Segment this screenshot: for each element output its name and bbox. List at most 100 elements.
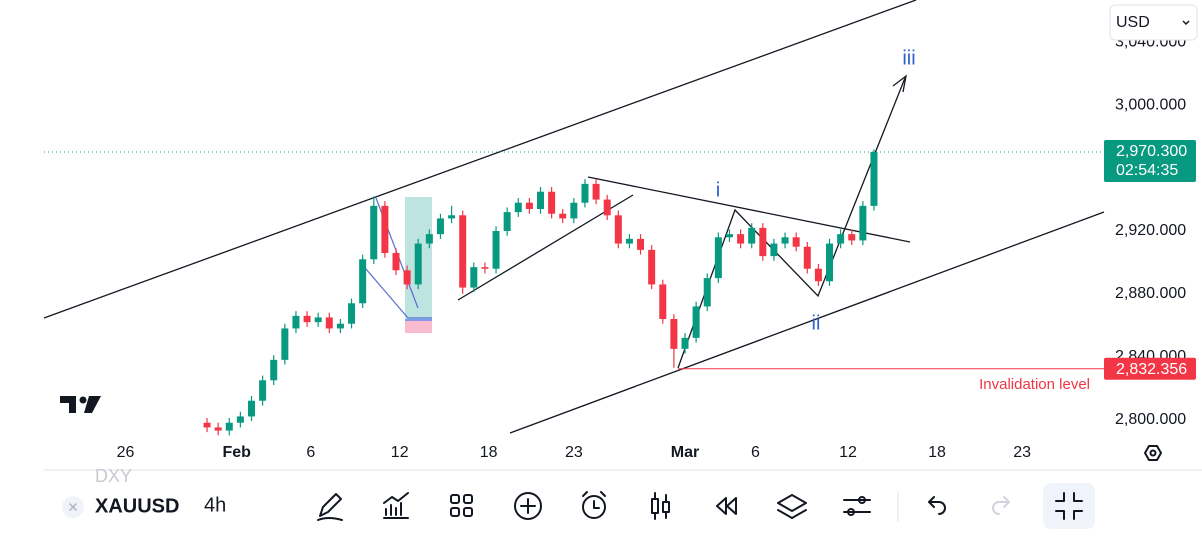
currency-chevron	[1182, 20, 1190, 26]
candle-body	[870, 151, 878, 206]
candle-body	[448, 215, 456, 219]
candle-body	[603, 199, 611, 216]
candle-body	[314, 317, 322, 323]
candle-body	[714, 237, 722, 279]
fullscreen-button[interactable]	[1043, 483, 1095, 529]
logo	[60, 396, 101, 413]
add-icon[interactable]	[514, 492, 542, 520]
candle-body	[625, 238, 633, 244]
settings-icon-center	[1149, 449, 1157, 457]
candle-body	[548, 191, 556, 214]
x-tick-label: 23	[565, 444, 583, 461]
invalidation-label-bg	[1104, 357, 1196, 380]
candle-body	[781, 237, 789, 244]
candle-body	[848, 234, 856, 241]
clear-x	[68, 502, 78, 512]
candle-body	[425, 234, 433, 244]
candle-body	[581, 183, 589, 203]
candle-body	[381, 205, 389, 253]
candle-body	[370, 205, 378, 260]
candle-body	[659, 284, 667, 319]
x-tick-label: 23	[1013, 444, 1031, 461]
candle-body	[826, 243, 834, 282]
y-tick-label: 3,000.000	[1115, 97, 1186, 114]
replay-icon[interactable]	[716, 497, 737, 515]
candle-body	[503, 212, 511, 231]
candle-body	[803, 246, 811, 269]
x-tick-label: 6	[306, 444, 315, 461]
candle-body	[481, 267, 489, 269]
indicators-icon[interactable]	[383, 492, 409, 519]
candle-body	[336, 323, 344, 329]
candle-body	[214, 427, 222, 431]
undo-icon[interactable]	[928, 496, 946, 515]
candle-body	[670, 319, 678, 349]
annotation: iii	[902, 47, 915, 69]
candle-body	[814, 268, 822, 282]
candle-body	[414, 243, 422, 285]
candle-body	[392, 253, 400, 271]
x-tick-label: 26	[117, 444, 135, 461]
candle-body	[759, 227, 767, 257]
candle-body	[403, 270, 411, 285]
candle-body	[525, 202, 533, 209]
annotation: Invalidation level	[979, 376, 1090, 393]
candle-body	[570, 202, 578, 219]
candle-body	[470, 267, 478, 288]
candle-body	[492, 231, 500, 269]
candle-body	[725, 234, 733, 238]
candle-body	[236, 416, 244, 423]
candle-body	[537, 191, 545, 209]
candle-body	[459, 215, 467, 288]
alert-icon[interactable]	[582, 491, 606, 519]
symbol[interactable]: XAUUSD	[95, 495, 179, 517]
candle-body	[748, 227, 756, 244]
last-price-label: 2,970.300	[1116, 143, 1187, 160]
settings-icon-toolbar[interactable]	[843, 496, 871, 516]
chart-type-icon[interactable]	[651, 492, 670, 520]
candle-body	[637, 238, 645, 250]
x-tick-label: 6	[751, 444, 760, 461]
currency-button[interactable]	[1109, 4, 1198, 41]
last-price-label-bg	[1104, 139, 1196, 182]
settings-icon[interactable]	[1144, 445, 1162, 461]
candle-body	[614, 215, 622, 244]
candle-body	[225, 422, 233, 431]
invalidation-price-label: 2,832.356	[1116, 361, 1187, 378]
candle-body	[270, 359, 278, 381]
objects-icon[interactable]	[777, 494, 807, 519]
x-tick-label: Feb	[222, 444, 251, 461]
candle-body	[737, 234, 745, 244]
candle-body	[303, 315, 311, 323]
x-tick-label: 18	[928, 444, 946, 461]
redo-icon[interactable]	[992, 496, 1010, 515]
candle-body	[703, 278, 711, 307]
candle-body	[348, 303, 356, 324]
candle-body	[592, 183, 600, 200]
y-tick-label: 2,800.000	[1115, 411, 1186, 428]
layout-icon[interactable]	[450, 494, 473, 517]
candle-body	[436, 218, 444, 235]
annotation: i	[716, 179, 720, 201]
draw-icon[interactable]	[317, 493, 343, 521]
candle-body	[281, 328, 289, 360]
x-tick-label: Mar	[671, 444, 699, 461]
previous-symbol[interactable]: DXY	[95, 466, 132, 486]
candle-body	[859, 205, 867, 241]
currency[interactable]: USD	[1116, 14, 1150, 31]
interval[interactable]: 4h	[204, 494, 226, 516]
x-tick-label: 12	[839, 444, 857, 461]
candle-body	[770, 243, 778, 257]
candle-body	[514, 202, 522, 213]
candle-body	[692, 306, 700, 338]
y-tick-label: 2,880.000	[1115, 285, 1186, 302]
candle-body	[259, 380, 267, 401]
candle-body	[792, 237, 800, 247]
countdown: 02:54:35	[1116, 162, 1178, 179]
x-tick-label: 12	[391, 444, 409, 461]
candle-body	[559, 213, 567, 219]
candle-body	[648, 249, 656, 285]
fullscreen-icon	[1055, 492, 1083, 520]
